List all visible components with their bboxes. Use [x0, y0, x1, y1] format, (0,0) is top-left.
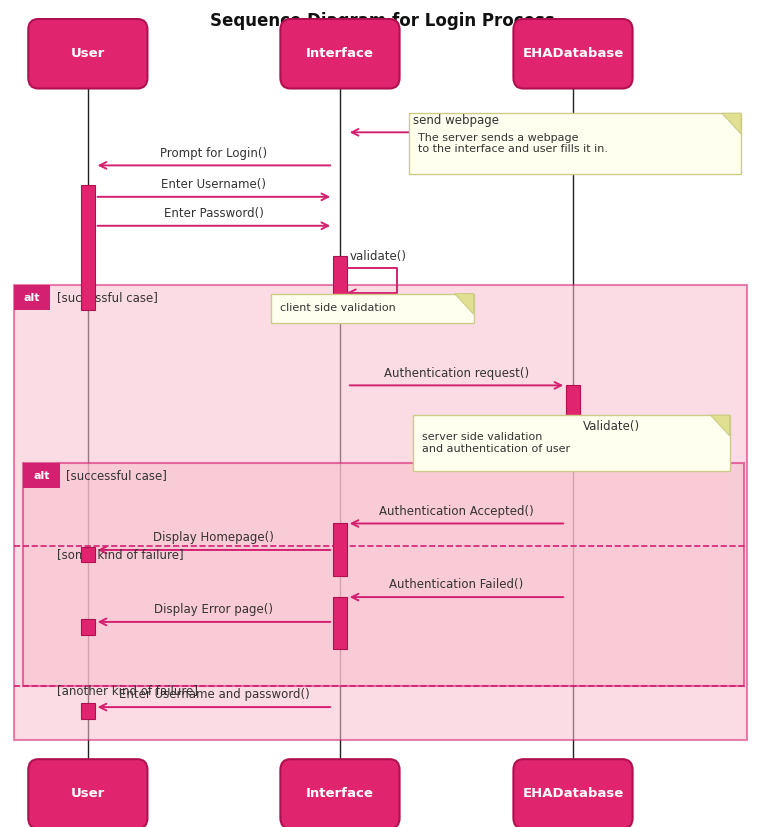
Text: client side validation: client side validation: [280, 303, 397, 313]
FancyBboxPatch shape: [333, 256, 347, 311]
Text: EHADatabase: EHADatabase: [523, 47, 623, 60]
Text: alt: alt: [24, 293, 40, 303]
Text: Authentication Failed(): Authentication Failed(): [390, 578, 523, 591]
FancyBboxPatch shape: [566, 385, 580, 463]
Text: Interface: Interface: [306, 47, 374, 60]
Text: EHADatabase: EHADatabase: [523, 787, 623, 801]
Bar: [23, 463, 60, 488]
FancyBboxPatch shape: [333, 597, 347, 649]
Text: [another kind of failure]: [another kind of failure]: [57, 684, 199, 697]
Text: validate(): validate(): [350, 250, 407, 263]
FancyBboxPatch shape: [81, 185, 95, 310]
Text: Interface: Interface: [306, 787, 374, 801]
Text: Sequence Diagram for Login Process: Sequence Diagram for Login Process: [209, 12, 555, 30]
Text: alt: alt: [33, 471, 50, 480]
Text: Enter Username(): Enter Username(): [161, 178, 267, 191]
Bar: [23, 463, 744, 686]
FancyBboxPatch shape: [513, 19, 633, 88]
Text: The server sends a webpage
to the interface and user fills it in.: The server sends a webpage to the interf…: [418, 132, 608, 155]
Text: Display Error page(): Display Error page(): [154, 603, 274, 616]
Text: Enter Password(): Enter Password(): [164, 207, 264, 220]
Text: Display Homepage(): Display Homepage(): [154, 531, 274, 544]
FancyBboxPatch shape: [513, 759, 633, 827]
Text: [successful case]: [successful case]: [66, 469, 167, 482]
Text: Validate(): Validate(): [583, 420, 640, 433]
FancyBboxPatch shape: [413, 415, 730, 471]
Polygon shape: [711, 415, 730, 436]
Text: server side validation
and authentication of user: server side validation and authenticatio…: [422, 433, 570, 454]
Text: Authentication request(): Authentication request(): [384, 366, 529, 380]
Text: [successful case]: [successful case]: [57, 291, 157, 304]
Bar: [14, 285, 50, 310]
Text: [some kind of failure]: [some kind of failure]: [57, 547, 184, 561]
FancyBboxPatch shape: [280, 759, 400, 827]
FancyBboxPatch shape: [28, 19, 147, 88]
Polygon shape: [455, 294, 474, 314]
FancyBboxPatch shape: [81, 547, 95, 562]
Text: Authentication Accepted(): Authentication Accepted(): [379, 504, 534, 518]
FancyBboxPatch shape: [333, 523, 347, 576]
Text: send webpage: send webpage: [413, 113, 500, 127]
Polygon shape: [722, 113, 741, 134]
Text: Enter Username and password(): Enter Username and password(): [118, 688, 309, 701]
Bar: [14, 285, 747, 740]
FancyBboxPatch shape: [28, 759, 147, 827]
Text: User: User: [71, 47, 105, 60]
Text: User: User: [71, 787, 105, 801]
FancyBboxPatch shape: [280, 19, 400, 88]
Text: Prompt for Login(): Prompt for Login(): [160, 146, 267, 160]
FancyBboxPatch shape: [409, 113, 741, 174]
FancyBboxPatch shape: [81, 619, 95, 635]
FancyBboxPatch shape: [271, 294, 474, 323]
FancyBboxPatch shape: [81, 703, 95, 719]
